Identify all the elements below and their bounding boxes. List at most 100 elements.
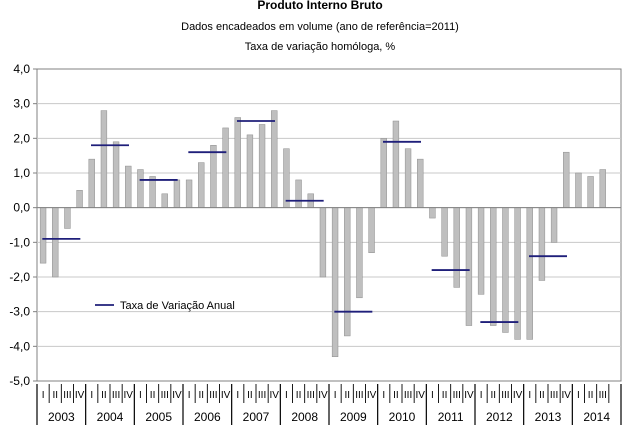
quarter-label: II [296,390,302,401]
bar-37 [477,207,485,295]
quarter-label: IV [562,390,572,401]
quarter-label: IV [124,390,134,401]
bar-29 [380,138,387,208]
bar-40 [514,207,521,340]
y-tick-label: 4,0 [13,62,30,76]
quarter-label: IV [464,390,474,401]
plot-area [36,68,622,382]
bar-24 [319,207,327,278]
quarter-label: I [431,390,434,401]
bar-21 [283,148,290,208]
bar-45 [575,172,582,208]
year-label-2006: 2006 [194,410,221,424]
quarter-label: II [52,390,58,401]
quarter-label: III [63,390,71,401]
bar-4 [76,190,83,208]
bar-3 [64,207,71,229]
bar-22 [295,179,302,208]
bar-28 [368,207,375,253]
bar-6 [100,110,108,208]
quarter-label: III [307,390,315,401]
quarter-label: III [209,390,217,401]
bar-8 [125,165,132,208]
bar-15 [210,145,217,208]
bar-33 [429,207,436,219]
quarter-label: III [112,390,120,401]
year-label-2007: 2007 [243,410,270,424]
bar-39 [502,207,509,333]
bar-44 [563,151,570,208]
quarter-label: III [161,390,169,401]
quarter-label: IV [75,390,85,401]
chart-subtitle-2: Taxa de variação homóloga, % [245,41,396,53]
quarter-label: III [599,390,607,401]
y-tick-label: -5,0 [9,374,30,388]
legend-label: Taxa de Variação Anual [120,300,235,312]
bar-46 [587,176,594,208]
quarter-label: III [355,390,363,401]
chart-title: Produto Interno Bruto [257,0,382,12]
year-label-2013: 2013 [535,410,562,424]
quarter-label: II [198,390,204,401]
y-tick-label: 3,0 [13,97,30,111]
quarter-label: II [101,390,107,401]
bar-16 [222,127,229,208]
bar-12 [173,179,181,208]
bar-11 [161,193,168,208]
year-label-2010: 2010 [389,410,416,424]
quarter-label: III [258,390,266,401]
bar-2 [52,207,59,278]
quarter-label: II [150,390,156,401]
quarter-label: I [90,390,93,401]
quarter-label: III [453,390,461,401]
bar-34 [441,207,448,257]
quarter-label: I [236,390,239,401]
bar-47 [599,169,606,208]
quarter-label: I [334,390,337,401]
quarter-label: IV [172,390,182,401]
quarter-label: IV [416,390,426,401]
quarter-label: II [490,390,496,401]
year-label-2008: 2008 [291,410,318,424]
year-label-2009: 2009 [340,410,367,424]
year-label-2011: 2011 [438,410,464,424]
quarter-label: II [442,390,448,401]
quarter-label: IV [270,390,280,401]
bar-18 [246,134,254,208]
quarter-label: IV [513,390,523,401]
quarter-label: III [550,390,558,401]
bar-19 [258,124,266,208]
quarter-label: IV [221,390,231,401]
bar-43 [550,207,558,243]
bar-31 [404,148,412,208]
bar-26 [344,207,351,337]
quarter-label: II [344,390,350,401]
year-label-2012: 2012 [486,410,513,424]
year-label-2003: 2003 [48,410,75,424]
quarter-label: I [285,390,288,401]
bar-30 [392,120,400,208]
quarter-label: IV [367,390,377,401]
quarter-label: II [247,390,253,401]
y-tick-label: -1,0 [9,235,30,249]
y-tick-label: 1,0 [13,166,30,180]
bar-10 [149,176,156,208]
chart-subtitle-1: Dados encadeados em volume (ano de refer… [181,21,459,33]
quarter-label: I [577,390,580,401]
bar-32 [417,158,424,208]
quarter-label: II [539,390,545,401]
quarter-label: I [528,390,531,401]
quarter-label: III [501,390,509,401]
bar-25 [331,207,339,357]
year-label-2005: 2005 [145,410,172,424]
quarter-label: I [42,390,45,401]
quarter-label: I [382,390,385,401]
bar-20 [271,110,278,208]
y-tick-label: -4,0 [9,339,30,353]
quarter-label: II [393,390,399,401]
y-tick-label: 2,0 [13,131,30,145]
bar-14 [198,162,205,208]
y-tick-label: -2,0 [9,270,30,284]
